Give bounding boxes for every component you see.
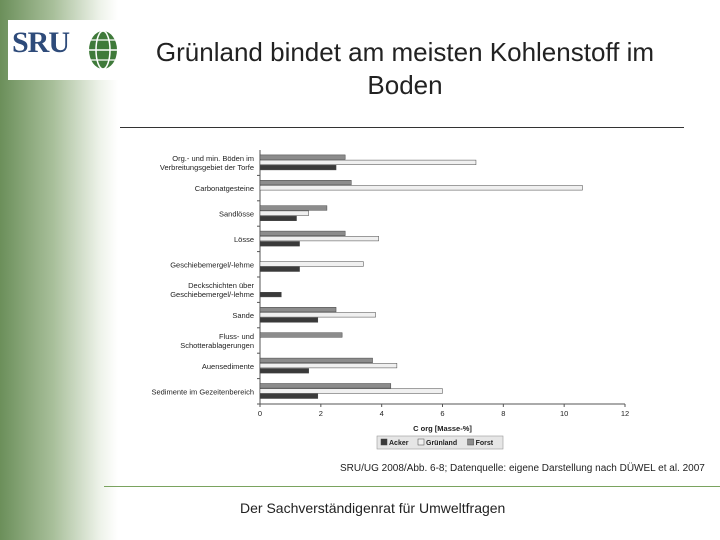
bar (259, 363, 398, 369)
legend-swatch (467, 438, 474, 446)
x-tick-label: 10 (560, 409, 568, 418)
source-note: SRU/UG 2008/Abb. 6-8; Datenquelle: eigen… (340, 463, 705, 474)
category-label: Fluss- und (219, 332, 254, 341)
category-label: Verbreitungsgebiet der Torfe (160, 163, 254, 172)
globe-icon (89, 30, 117, 70)
category-label: Sandlösse (219, 210, 254, 219)
legend-label: Acker (389, 440, 409, 447)
category-label: Lösse (234, 235, 254, 244)
bar (259, 393, 319, 399)
bar (259, 154, 346, 160)
bar (259, 205, 328, 211)
legend-label: Grünland (426, 440, 457, 447)
bar (259, 236, 379, 242)
x-tick-label: 0 (258, 409, 262, 418)
footer-divider (104, 486, 720, 487)
legend-label: Forst (476, 440, 494, 447)
category-label: Geschiebemergel/-lehme (170, 290, 254, 299)
bar (259, 230, 346, 236)
bar (259, 332, 343, 338)
category-label: Carbonatgesteine (195, 184, 254, 193)
category-label: Geschiebemergel/-lehme (170, 260, 254, 269)
footer-text: Der Sachverständigenrat für Umweltfragen (240, 500, 506, 516)
category-label: Auensedimente (202, 362, 254, 371)
bar (259, 159, 477, 165)
category-label: Sedimente im Gezeitenbereich (151, 387, 254, 396)
category-label: Schotterablagerungen (180, 341, 254, 350)
bar (259, 388, 443, 394)
bar (259, 292, 282, 298)
title-divider (120, 127, 684, 128)
x-tick-label: 4 (380, 409, 384, 418)
bar (259, 317, 319, 323)
bar (259, 185, 583, 191)
bar (259, 368, 309, 374)
bar (259, 357, 373, 363)
bar-chart: Org.- und min. Böden im Verbreitungsgebie… (135, 142, 640, 460)
bar (259, 165, 337, 171)
legend-swatch (417, 438, 425, 446)
x-tick-label: 6 (440, 409, 444, 418)
bar (259, 180, 352, 186)
bar (259, 383, 392, 389)
chart-svg: Org.- und min. Böden imVerbreitungsgebie… (151, 150, 629, 450)
bar (259, 241, 300, 247)
category-label: Deckschichten über (188, 281, 254, 290)
x-axis-label: C org [Masse-%] (413, 424, 472, 433)
category-label: Sande (232, 311, 254, 320)
slide-title: Grünland bindet am meisten Kohlenstoff i… (155, 37, 655, 100)
logo-text: SRU (12, 26, 70, 59)
x-tick-label: 8 (501, 409, 505, 418)
sru-logo: SRU (8, 20, 120, 80)
legend-swatch (380, 438, 388, 446)
bar (259, 307, 337, 313)
bar (259, 215, 297, 221)
bar (259, 261, 364, 267)
bar (259, 266, 300, 272)
bar (259, 312, 376, 318)
x-tick-label: 12 (621, 409, 629, 418)
side-gradient-bar (0, 0, 118, 540)
category-label: Org.- und min. Böden im (172, 154, 254, 163)
bar (259, 210, 309, 216)
x-tick-label: 2 (319, 409, 323, 418)
